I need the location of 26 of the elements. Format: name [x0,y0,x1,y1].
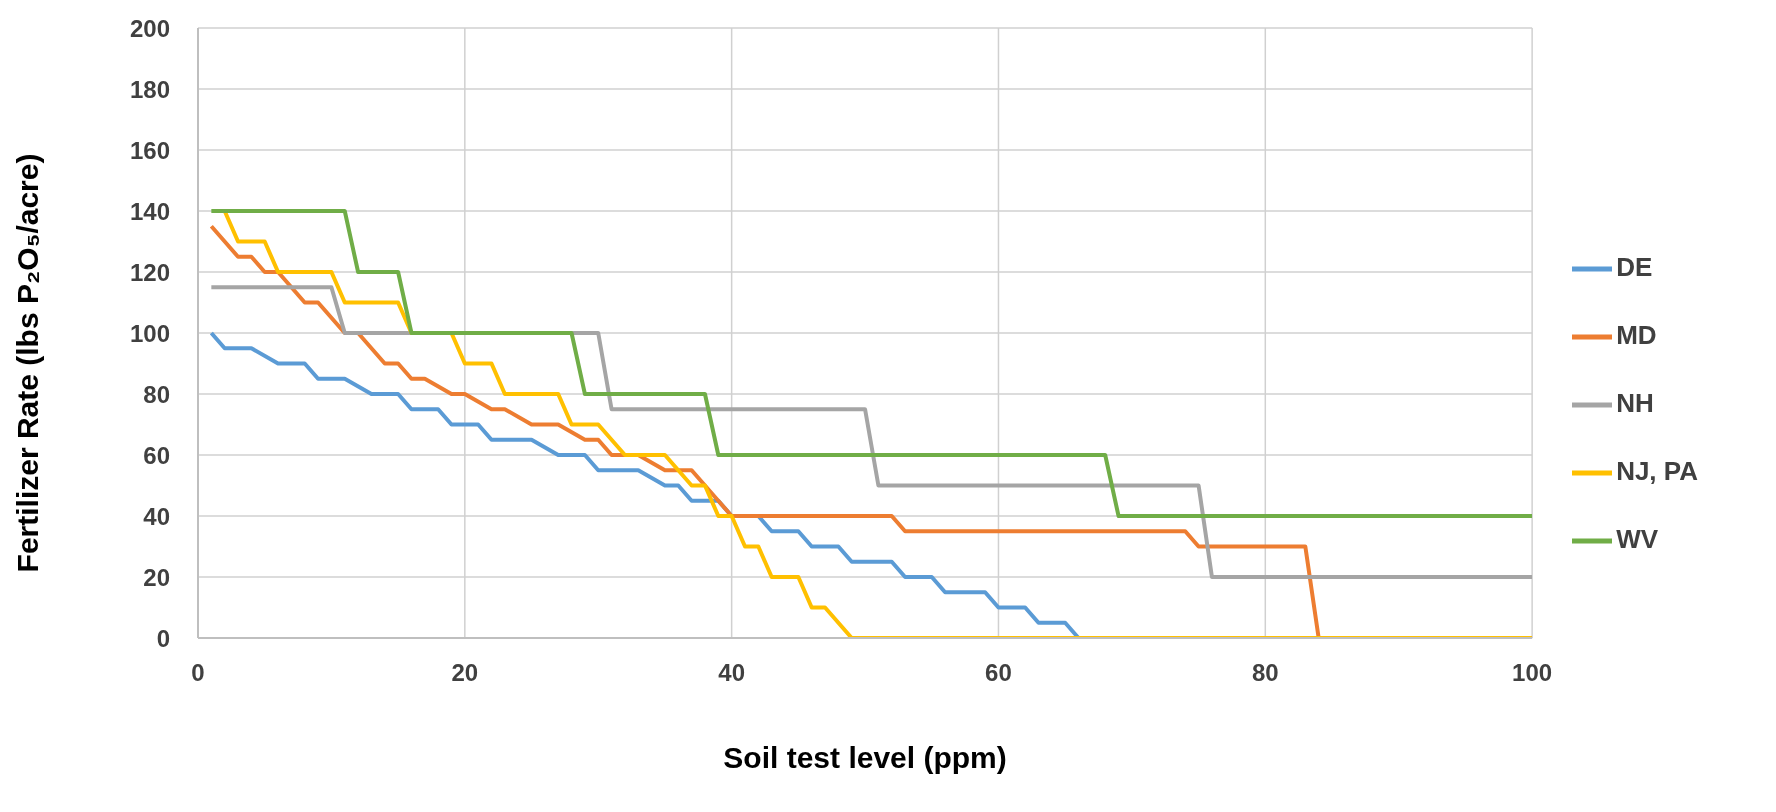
y-axis-title: Fertilizer Rate (lbs P₂O₅/acre) [11,153,44,573]
y-tick-label: 40 [143,502,170,530]
y-tick-label: 200 [129,14,170,42]
legend-label: DE [1616,252,1653,282]
legend-label: NJ, PA [1616,456,1698,486]
legend-label: MD [1616,320,1657,350]
x-tick-label: 80 [1251,659,1279,687]
y-tick-label: 180 [129,75,170,103]
y-tick-label: 20 [143,563,170,591]
line-series [209,331,1081,638]
y-tick-label: 60 [143,441,170,469]
y-tick-label: 120 [129,258,170,286]
x-tick-label: 40 [718,659,745,687]
legend-label: WV [1616,524,1659,554]
y-tick-label: 80 [143,380,170,408]
legend-label: NH [1616,388,1654,418]
x-axis-title: Soil test level (ppm) [723,741,1007,774]
y-tick-label: 140 [129,197,170,225]
y-tick-label: 0 [156,624,170,652]
x-tick-label: 100 [1512,659,1553,687]
x-tick-label: 60 [985,659,1012,687]
line-series [209,209,1533,518]
y-tick-label: 160 [129,136,170,164]
y-tick-label: 100 [129,319,170,347]
x-tick-label: 0 [191,659,205,687]
x-tick-label: 20 [451,659,479,687]
